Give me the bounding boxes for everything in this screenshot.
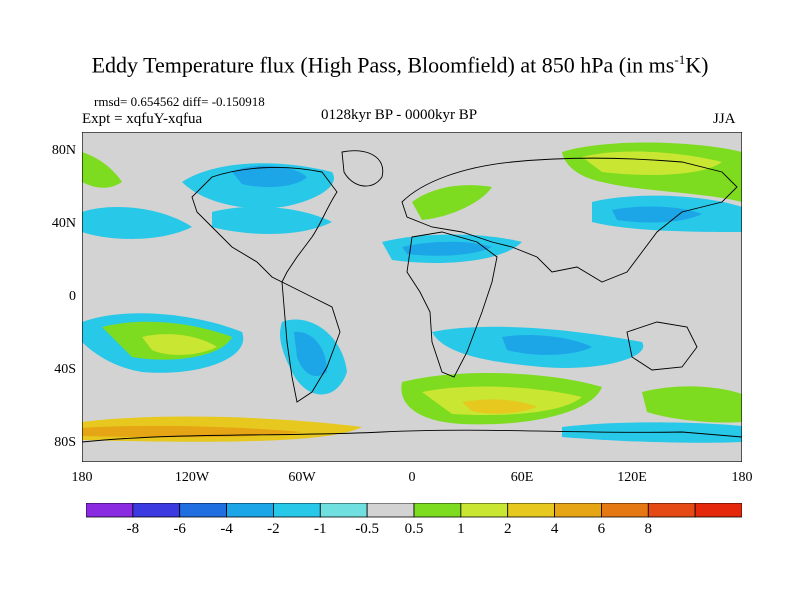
x-tick-120e: 120E [617,470,647,485]
y-tick-0: 0 [69,289,76,304]
colorbar-swatch [179,503,227,518]
colorbar-swatch [460,503,509,518]
y-tick-80n: 80N [51,143,76,158]
colorbar-label: -1 [314,521,327,537]
y-tick-80s: 80S [54,435,76,450]
x-tick-120w: 120W [174,470,210,485]
colorbar-swatch [554,503,602,518]
chart-title: Eddy Temperature flux (High Pass, Bloomf… [0,52,800,78]
y-tick-40n: 40N [51,216,76,231]
colorbar [86,503,742,518]
colorbar-label: 1 [457,521,465,537]
colorbar-swatch [601,503,649,518]
coastlines [82,150,742,443]
colorbar-label: -2 [267,521,280,537]
title-main: Eddy Temperature flux (High Pass, Bloomf… [91,52,675,78]
season-text: JJA [713,111,736,127]
colorbar-label: 4 [550,521,559,537]
y-tick-40s: 40S [54,362,76,377]
colorbar-label: -4 [220,521,233,537]
stats-text: rmsd= 0.654562 diff= -0.150918 [94,94,265,109]
colorbar-swatch [226,503,274,518]
colorbar-label: 2 [503,521,512,537]
colorbar-label: -0.5 [355,521,379,537]
title-unit-exponent: -1 [674,52,686,67]
colorbar-swatch [366,503,415,518]
colorbar-swatch [413,503,462,518]
colorbar-label: 0.5 [404,521,424,537]
period-text: 0128kyr BP - 0000kyr BP [321,107,478,123]
colorbar-label: 6 [597,521,606,537]
x-tick-180e: 180 [731,470,753,485]
colorbar-swatch [86,503,134,518]
x-tick-60w: 60W [288,470,316,485]
colorbar-swatch [507,503,555,518]
colorbar-swatch [132,503,181,518]
colorbar-label: -6 [173,521,186,537]
colorbar-swatch [319,503,368,518]
colorbar-label: -8 [126,521,140,537]
title-unit-end: K) [685,52,709,78]
anomaly-contours [82,142,742,443]
x-tick-0: 0 [408,470,416,485]
experiment-text: Expt = xqfuY-xqfua [82,111,203,127]
colorbar-swatch [273,503,321,518]
colorbar-label: 8 [644,521,653,537]
colorbar-swatch [694,503,742,518]
colorbar-swatch [647,503,696,518]
map-panel [82,132,742,462]
x-tick-60e: 60E [510,470,534,485]
x-tick-180w: 180 [71,470,93,485]
